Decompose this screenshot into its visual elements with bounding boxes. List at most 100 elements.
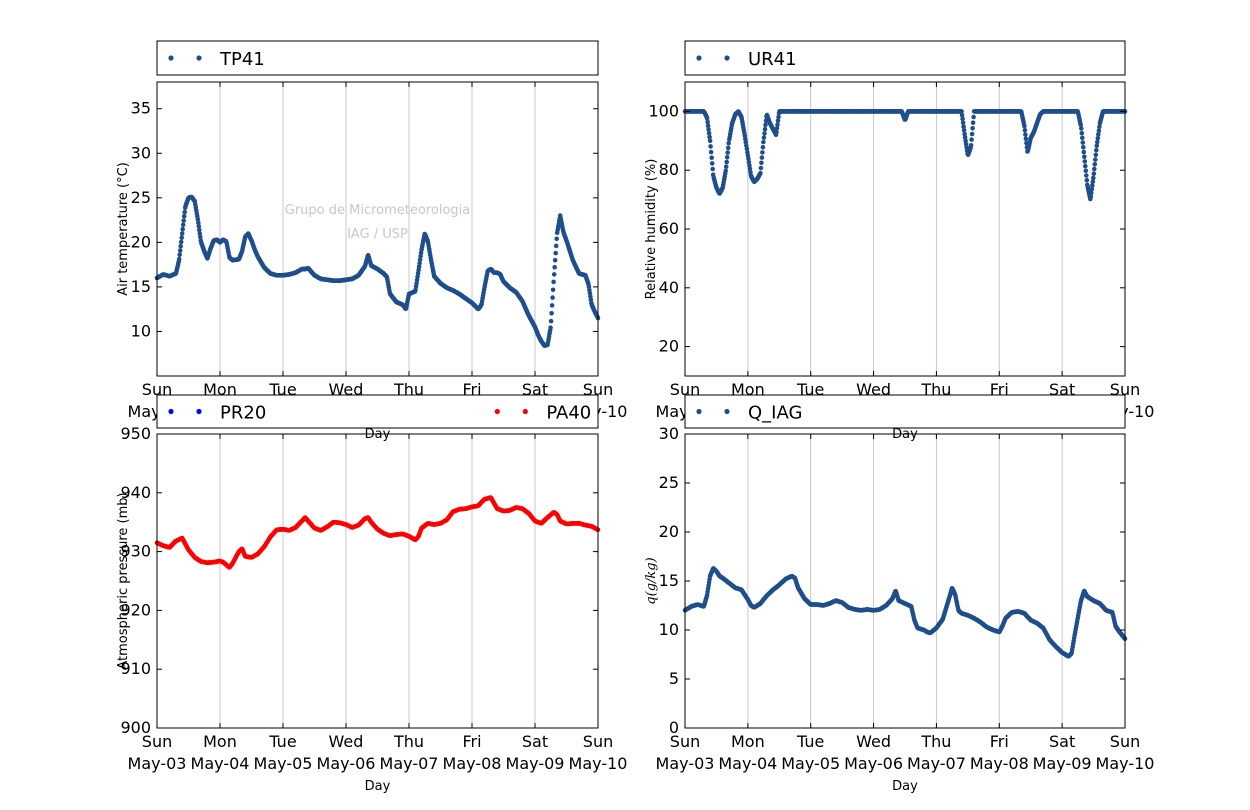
legend-entry: PR20 [220, 403, 266, 424]
y-axis-label: q(g/kg) [644, 557, 659, 604]
data-point [706, 127, 711, 132]
legend-marker [494, 408, 500, 415]
x-tick-day-label: Sun [1110, 380, 1140, 399]
chart-press: 900 910 920 930 940 950 Sun May-03 Mon May-04 Tue M… [116, 424, 627, 794]
data-point [762, 126, 768, 132]
data-point [1023, 136, 1029, 142]
legend-entry: PA40 [546, 403, 591, 424]
x-tick-day-label: Fri [462, 732, 481, 751]
chart-temp: 101520253035SunMay-03MonMay-04TueMay-05W… [116, 81, 627, 442]
data-point [959, 112, 965, 118]
data-point [178, 239, 184, 245]
x-tick-day-label: Sun [670, 380, 700, 399]
axes-frame [156, 81, 599, 377]
x-tick-date-label: May-04 [718, 754, 777, 773]
legend: UR41 [684, 40, 1126, 76]
data-point [549, 303, 555, 308]
y-axis-label: Air temperature (°C) [116, 162, 131, 296]
legend-marker [696, 55, 702, 61]
y-tick-label: 30 [659, 424, 679, 443]
data-point [177, 248, 183, 253]
x-tick-day-label: Sun [142, 380, 172, 399]
x-tick-date-label: May-03 [128, 754, 187, 773]
data-point [177, 252, 182, 258]
data-point [726, 140, 731, 146]
data-point [1092, 162, 1098, 167]
data-point [1079, 126, 1084, 131]
data-point [723, 164, 729, 169]
data-point [198, 234, 203, 240]
data-point [1091, 175, 1096, 181]
data-point [181, 214, 187, 219]
data-point [418, 250, 424, 256]
data-point [180, 226, 185, 232]
x-tick-day-label: Wed [856, 732, 891, 751]
legend-entry: Q_IAG [748, 403, 802, 424]
x-tick-day-label: Tue [268, 380, 296, 399]
x-tick-date-label: May-07 [380, 754, 439, 773]
x-tick-day-label: Thu [920, 380, 951, 399]
axes-frame [684, 433, 1126, 729]
x-tick-date-label: May-09 [506, 754, 565, 773]
data-point [970, 126, 975, 131]
x-tick-day-label: Sun [1110, 732, 1140, 751]
data-point [1090, 183, 1095, 188]
data-point [705, 123, 711, 128]
data-point [1082, 159, 1088, 164]
y-tick-label: 900 [120, 718, 151, 737]
legend-marker [168, 408, 174, 415]
x-tick-day-label: Mon [731, 732, 765, 751]
data-point [775, 118, 781, 124]
x-tick-day-label: Thu [393, 732, 424, 751]
data-point [761, 135, 767, 140]
data-point [1095, 139, 1100, 145]
data-point [551, 279, 556, 285]
x-tick-date-label: May-10 [569, 754, 628, 773]
x-tick-date-label: May-09 [1033, 754, 1092, 773]
x-tick-day-label: Thu [393, 380, 424, 399]
y-tick-label: 30 [131, 143, 151, 162]
data-point [968, 143, 974, 148]
x-tick-date-label: May-07 [907, 754, 966, 773]
x-tick-day-label: Fri [990, 732, 1009, 751]
x-tick-day-label: Sun [670, 732, 700, 751]
series-UR41 [682, 109, 1128, 202]
y-tick-label: 15 [659, 571, 679, 590]
axes-frame [684, 81, 1126, 377]
data-point [762, 131, 767, 136]
x-tick-day-label: Sun [583, 380, 613, 399]
data-point [1096, 132, 1101, 137]
data-point [971, 114, 976, 120]
data-point [759, 155, 765, 160]
data-point [1090, 179, 1096, 184]
y-tick-label: 930 [120, 542, 151, 561]
data-point [758, 165, 764, 171]
data-point [1094, 147, 1099, 153]
legend-marker [724, 55, 730, 61]
data-point [704, 115, 710, 121]
data-point [549, 311, 554, 316]
data-point [180, 222, 186, 228]
y-tick-label: 20 [659, 337, 679, 356]
legend-box [156, 40, 599, 76]
y-tick-label: 20 [131, 232, 151, 251]
data-point [725, 150, 730, 155]
y-axis-label: Atmospheric pressure (mb) [116, 492, 131, 669]
legend-marker [196, 408, 202, 415]
data-point [969, 131, 975, 137]
legend-marker [696, 408, 702, 415]
data-point [960, 116, 965, 122]
y-tick-label: 920 [120, 600, 151, 619]
data-point [1084, 173, 1089, 178]
data-point [417, 260, 422, 266]
y-tick-label: 100 [648, 101, 679, 120]
y-axis-label: Relative humidity (%) [644, 159, 659, 300]
data-point [552, 265, 557, 270]
series-TP41 [154, 194, 601, 349]
data-point [416, 264, 422, 269]
y-tick-label: 25 [131, 188, 151, 207]
data-point [707, 138, 713, 144]
x-tick-day-label: Sat [1049, 732, 1075, 751]
x-tick-date-label: May-08 [970, 754, 1029, 773]
